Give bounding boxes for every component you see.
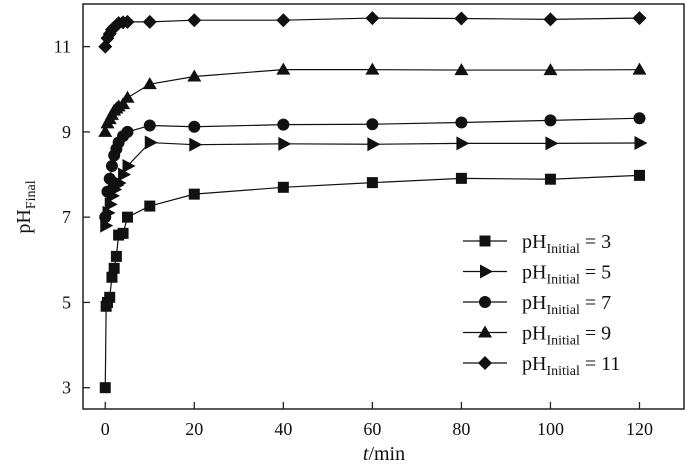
plot-marks — [98, 11, 648, 394]
legend-marker-triangle-up — [478, 325, 492, 338]
data-point-square — [277, 181, 289, 193]
legend-marker-square — [479, 235, 491, 247]
legend-label: pHInitial = 7 — [522, 292, 611, 318]
data-point-triangle-up — [276, 62, 291, 75]
axis-ticks: 0 20 40 60 80 100 120 3 5 7 9 11 — [54, 37, 653, 439]
plot-frame — [82, 3, 685, 410]
data-point-triangle-up — [116, 97, 131, 110]
data-point-square — [117, 227, 129, 239]
data-point-diamond — [276, 13, 291, 28]
legend-item: pHInitial = 5 — [463, 262, 611, 288]
data-point-triangle-up — [142, 77, 157, 90]
data-point-diamond — [187, 13, 202, 28]
data-point-circle — [277, 118, 290, 131]
data-point-triangle-right — [118, 167, 132, 182]
data-point-circle — [121, 125, 134, 138]
x-tick-label: 40 — [274, 419, 292, 439]
data-point-circle — [366, 118, 379, 131]
data-point-square — [110, 250, 122, 262]
data-point-triangle-up — [454, 63, 469, 76]
series-diamond — [98, 11, 647, 54]
legend-item: pHInitial = 7 — [463, 292, 611, 318]
data-point-diamond — [632, 11, 647, 26]
data-point-square — [99, 382, 111, 394]
data-point-triangle-right — [367, 137, 381, 152]
data-point-circle — [544, 114, 557, 127]
data-point-square — [122, 211, 134, 223]
data-point-diamond — [365, 11, 380, 26]
y-tick-label: 9 — [62, 122, 71, 142]
legend-label: pHInitial = 9 — [522, 323, 611, 349]
data-point-triangle-right — [456, 136, 470, 151]
x-tick-label: 120 — [626, 419, 653, 439]
data-point-square — [544, 173, 556, 185]
data-point-triangle-right — [144, 135, 158, 150]
data-point-circle — [103, 172, 116, 185]
data-point-diamond — [543, 12, 558, 27]
y-tick-label: 5 — [62, 292, 71, 312]
x-tick-label: 20 — [185, 419, 203, 439]
data-point-triangle-right — [634, 135, 648, 150]
x-tick-label: 0 — [101, 419, 110, 439]
series-line — [104, 117, 640, 218]
data-point-circle — [101, 185, 114, 198]
legend-marker-circle — [479, 296, 491, 308]
data-point-square — [108, 262, 120, 274]
data-point-diamond — [454, 11, 469, 26]
series-square — [99, 169, 645, 394]
data-point-triangle-right — [113, 176, 127, 191]
data-point-circle — [188, 120, 201, 133]
data-point-triangle-up — [632, 62, 647, 75]
data-point-square — [455, 172, 467, 184]
x-axis-label: t/min — [363, 443, 405, 465]
legend: pHInitial = 3 pHInitial = 5 pHInitial = 7 p… — [463, 231, 620, 379]
data-point-square — [366, 177, 378, 189]
x-tick-label: 100 — [537, 419, 564, 439]
y-tick-label: 3 — [62, 378, 71, 398]
legend-label: pHInitial = 11 — [522, 353, 620, 379]
legend-label: pHInitial = 5 — [522, 262, 611, 288]
data-point-triangle-right — [122, 159, 136, 173]
data-point-square — [144, 200, 156, 212]
data-point-square — [104, 291, 116, 303]
data-point-diamond — [142, 14, 157, 29]
legend-item: pHInitial = 3 — [463, 231, 611, 257]
y-axis-label: pHFinal — [13, 180, 39, 233]
data-point-circle — [105, 160, 118, 172]
data-point-diamond — [120, 14, 135, 29]
data-point-triangle-up — [120, 90, 135, 103]
data-point-triangle-up — [365, 62, 380, 75]
legend-item: pHInitial = 9 — [463, 323, 611, 349]
data-point-circle — [633, 112, 646, 125]
data-point-square — [106, 271, 118, 283]
data-point-circle — [143, 119, 156, 132]
data-point-triangle-up — [543, 63, 558, 76]
series-triangle-up — [98, 62, 647, 137]
legend-label: pHInitial = 3 — [522, 231, 611, 257]
legend-marker-triangle-right — [480, 264, 493, 279]
data-point-square — [633, 169, 645, 181]
data-point-square — [188, 188, 200, 200]
data-point-circle — [99, 211, 112, 224]
data-point-circle — [455, 116, 468, 129]
data-point-triangle-up — [98, 124, 113, 137]
data-point-triangle-up — [187, 69, 202, 82]
y-tick-label: 11 — [54, 37, 71, 57]
data-point-triangle-right — [278, 136, 292, 151]
x-tick-label: 80 — [452, 419, 470, 439]
y-tick-label: 7 — [62, 207, 71, 227]
legend-marker-diamond — [478, 356, 492, 370]
data-point-triangle-right — [545, 136, 559, 151]
data-point-triangle-right — [189, 137, 203, 152]
series-circle — [99, 112, 646, 224]
x-tick-label: 60 — [363, 419, 381, 439]
legend-item: pHInitial = 11 — [463, 353, 620, 379]
